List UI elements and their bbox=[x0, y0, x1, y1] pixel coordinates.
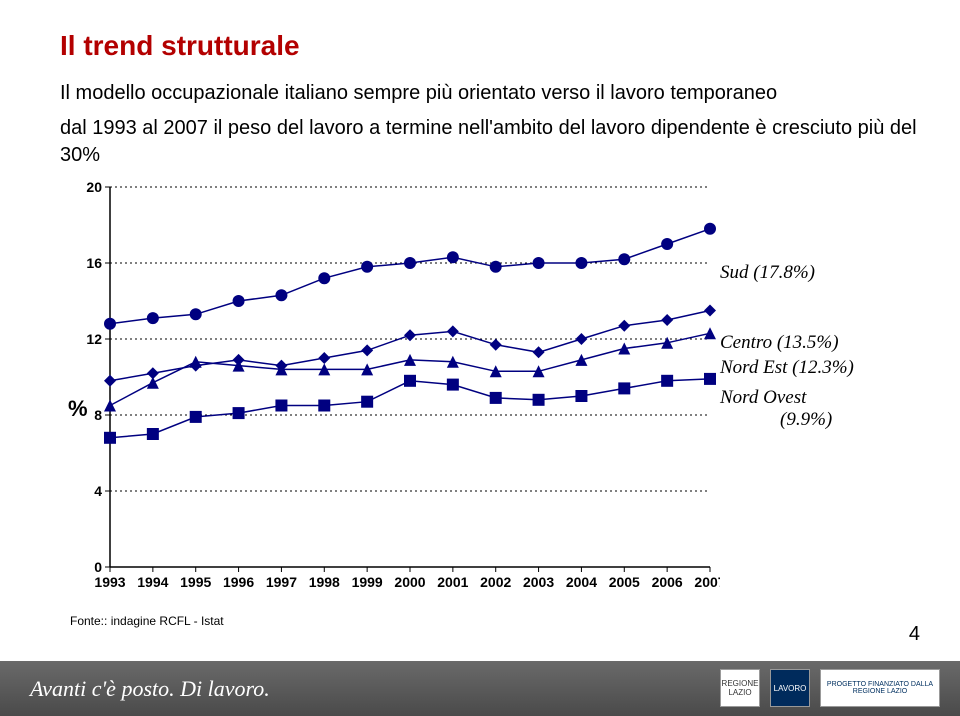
legend-item-sud: Sud (17.8%) bbox=[720, 262, 815, 284]
footer-logos: REGIONELAZIO LAVORO PROGETTO FINANZIATO … bbox=[720, 669, 940, 707]
svg-text:16: 16 bbox=[86, 255, 102, 271]
svg-text:2005: 2005 bbox=[609, 574, 640, 590]
legend-item-nord-est: Nord Est (12.3%) bbox=[720, 357, 854, 379]
footer-bar: Avanti c'è posto. Di lavoro. REGIONELAZI… bbox=[0, 661, 960, 716]
line-chart: 0 4 8 12 16 20 1993 1994 1995 1996 1997 1998 1999 200… bbox=[60, 177, 720, 612]
svg-text:2007: 2007 bbox=[694, 574, 720, 590]
svg-text:1997: 1997 bbox=[266, 574, 297, 590]
y-axis-label: % bbox=[68, 396, 88, 422]
progetto-finanziato-logo: PROGETTO FINANZIATO DALLA REGIONE LAZIO bbox=[820, 669, 940, 707]
svg-text:2006: 2006 bbox=[652, 574, 683, 590]
legend-item-nord-ovest: Nord Ovest(9.9%) bbox=[720, 387, 832, 431]
svg-text:1993: 1993 bbox=[94, 574, 125, 590]
page-title: Il trend strutturale bbox=[60, 30, 920, 62]
subtitle-line-1: Il modello occupazionale italiano sempre… bbox=[60, 80, 920, 107]
svg-text:2002: 2002 bbox=[480, 574, 511, 590]
svg-text:1994: 1994 bbox=[137, 574, 168, 590]
svg-text:12: 12 bbox=[86, 331, 102, 347]
lavoro-logo: LAVORO bbox=[770, 669, 810, 707]
chart-legend: Sud (17.8%) Centro (13.5%) Nord Est (12.3%… bbox=[720, 177, 920, 607]
page-number: 4 bbox=[909, 623, 920, 646]
svg-text:2000: 2000 bbox=[394, 574, 425, 590]
svg-text:1998: 1998 bbox=[309, 574, 340, 590]
source-text: Fonte:: indagine RCFL - Istat bbox=[70, 614, 920, 628]
svg-text:8: 8 bbox=[94, 407, 102, 423]
chart-svg: 0 4 8 12 16 20 1993 1994 1995 1996 1997 1998 1999 200… bbox=[60, 177, 720, 607]
footer-slogan: Avanti c'è posto. Di lavoro. bbox=[30, 676, 270, 702]
svg-text:2001: 2001 bbox=[437, 574, 468, 590]
svg-text:4: 4 bbox=[94, 483, 102, 499]
regione-lazio-logo: REGIONELAZIO bbox=[720, 669, 760, 707]
svg-text:1995: 1995 bbox=[180, 574, 211, 590]
svg-text:2003: 2003 bbox=[523, 574, 554, 590]
svg-text:0: 0 bbox=[94, 559, 102, 575]
subtitle-line-2: dal 1993 al 2007 il peso del lavoro a te… bbox=[60, 115, 920, 169]
legend-item-centro: Centro (13.5%) bbox=[720, 332, 839, 354]
svg-text:2004: 2004 bbox=[566, 574, 597, 590]
svg-text:1999: 1999 bbox=[352, 574, 383, 590]
svg-text:1996: 1996 bbox=[223, 574, 254, 590]
svg-text:20: 20 bbox=[86, 179, 102, 195]
